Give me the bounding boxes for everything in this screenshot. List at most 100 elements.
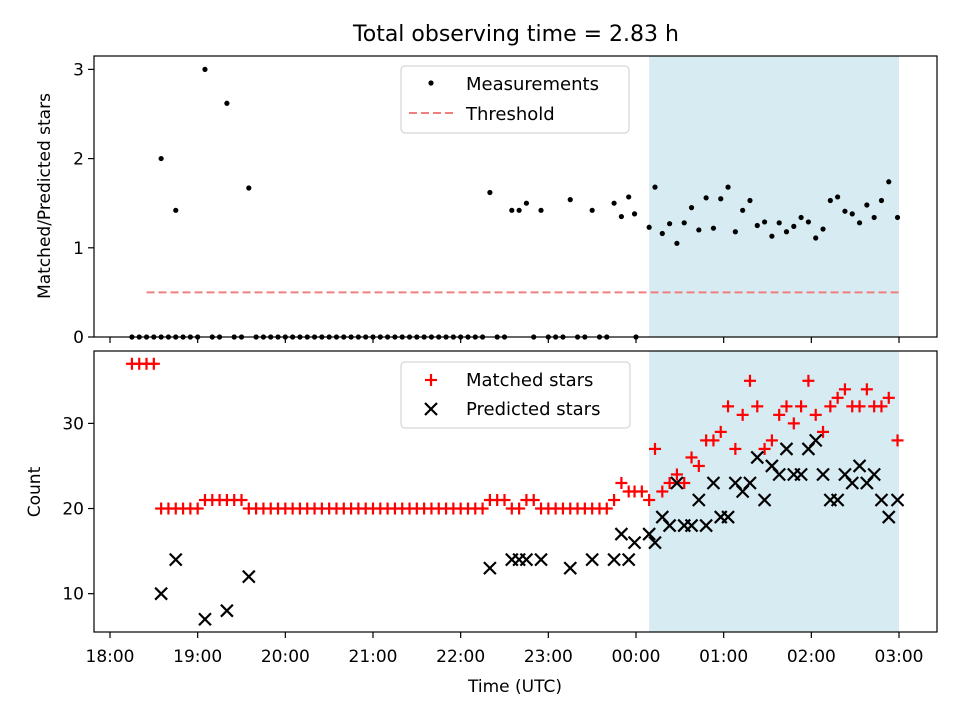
measurements-point (674, 240, 680, 246)
measurements-point (538, 207, 544, 213)
measurements-point (732, 229, 738, 235)
matched-stars-point (663, 476, 676, 489)
measurements-point (718, 196, 724, 202)
measurements-point (805, 219, 812, 225)
predicted-stars-point (772, 467, 786, 482)
top-panel-frame (93, 55, 938, 338)
predicted-stars-point (852, 459, 867, 473)
matched-stars-point (670, 468, 683, 481)
matched-stars-point (736, 408, 749, 421)
bottom-legend: Matched stars Predicted stars (400, 361, 631, 429)
measurements-point (761, 219, 768, 225)
measurements-point (681, 220, 687, 226)
measurements-point (813, 235, 819, 241)
legend-label-predicted-stars: Predicted stars (466, 399, 600, 420)
top-legend-box (400, 65, 630, 134)
predicted-stars-point (627, 535, 642, 550)
measurements-point (740, 207, 746, 213)
predicted-stars-point (670, 476, 684, 490)
measurements-point (567, 197, 573, 203)
y-tick-label: 3 (73, 60, 84, 80)
measurements-point (589, 207, 595, 213)
predicted-stars-point (519, 552, 534, 567)
matched-stars-point (685, 451, 698, 464)
bottom-legend-box (400, 361, 631, 429)
measurements-point (849, 211, 855, 217)
top-x-ticks (109, 337, 900, 343)
y-tick-label: 10 (62, 585, 84, 605)
matched-stars-point (795, 400, 808, 413)
x-tick-label: 00:00 (612, 647, 661, 667)
matched-stars-point (635, 485, 648, 498)
predicted-stars-point (890, 493, 905, 507)
predicted-stars-point (198, 612, 212, 627)
matched-stars-point (513, 502, 526, 515)
top-plot-marks (129, 66, 901, 340)
predicted-stars-point (699, 518, 713, 533)
x-tick-label: 23:00 (524, 647, 573, 667)
predicted-stars-point (154, 586, 168, 601)
matched-stars-point (831, 391, 844, 404)
predicted-stars-point (662, 518, 677, 533)
matched-stars-point (743, 374, 756, 387)
measurements-point (659, 230, 665, 237)
measurements-point (509, 207, 515, 213)
matched-stars-point (608, 494, 621, 507)
predicted-stars-point (242, 569, 256, 584)
measurements-point (791, 223, 797, 229)
matched-stars-point (809, 408, 822, 421)
measurements-point (618, 213, 624, 220)
measurements-point (820, 226, 826, 232)
measurements-point (611, 200, 617, 206)
measurements-point (523, 200, 530, 206)
measurements-point (626, 194, 632, 200)
predicted-stars-point (867, 467, 881, 482)
x-tick-label: 18:00 (86, 647, 135, 667)
matched-stars-point (235, 494, 248, 507)
matched-stars-point (875, 400, 888, 413)
predicted-stars-point (721, 510, 735, 524)
predicted-stars-point (743, 476, 757, 490)
matched-stars-point (765, 434, 778, 447)
matched-stars-point (643, 494, 656, 507)
legend-label-matched-stars: Matched stars (466, 370, 593, 391)
predicted-stars-point (779, 442, 794, 456)
bottom-panel: 10 20 30 18:00 19:00 20:00 21:00 22:00 23:00 00:… (25, 350, 938, 667)
matched-stars-point (707, 434, 720, 447)
x-axis-label: Time (UTC) (467, 677, 562, 697)
measurements-point (783, 229, 790, 235)
predicted-stars-point (794, 467, 808, 482)
top-y-ticks: 0 1 2 3 (73, 60, 94, 348)
bottom-x-ticks: 18:00 19:00 20:00 21:00 22:00 23:00 00:00 01:00… (86, 632, 924, 667)
y-tick-label: 0 (73, 328, 84, 348)
matched-stars-point (147, 357, 160, 370)
legend-label-threshold: Threshold (465, 104, 555, 125)
y-tick-label: 20 (62, 500, 84, 520)
measurements-point (224, 100, 230, 106)
predicted-stars-point (692, 493, 706, 507)
x-tick-label: 21:00 (349, 647, 398, 667)
top-shaded-region (649, 56, 899, 337)
matched-stars-point (758, 442, 771, 455)
predicted-stars-point (607, 552, 621, 567)
predicted-stars-point (168, 552, 183, 567)
measurements-point (871, 214, 877, 221)
matched-stars-point (891, 434, 904, 447)
measurements-point (631, 211, 638, 217)
matched-stars-point (191, 502, 204, 515)
measurements-point (646, 224, 652, 230)
predicted-stars-point (642, 527, 656, 541)
measurements-point (754, 222, 760, 229)
matched-stars-point (838, 383, 851, 396)
measurements-point (710, 225, 717, 231)
predicted-stars-point (563, 561, 578, 575)
top-panel: 0 1 2 3 Matched/Predicted stars Measurement… (35, 55, 938, 348)
x-tick-label: 01:00 (699, 647, 748, 667)
measurements-point (886, 179, 892, 185)
x-tick-label: 19:00 (173, 647, 222, 667)
measurements-point (842, 208, 848, 214)
legend-marker-predicted-stars (424, 402, 438, 416)
bottom-y-ticks: 10 20 30 (62, 414, 94, 605)
predicted-stars-point (220, 603, 234, 618)
